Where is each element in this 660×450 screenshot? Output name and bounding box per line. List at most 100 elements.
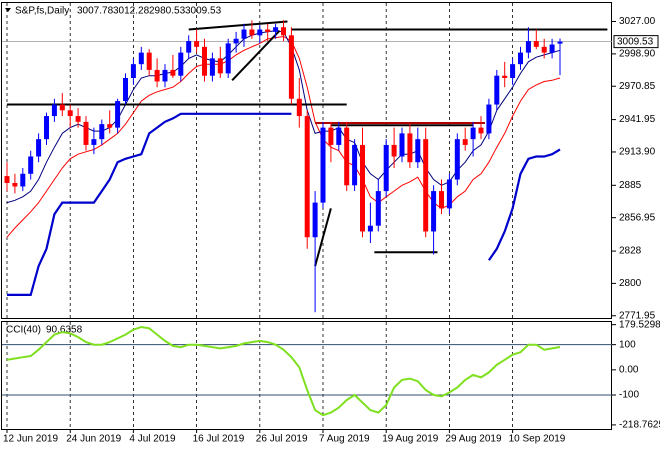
- candle-body: [454, 139, 460, 180]
- candle-body: [91, 139, 97, 145]
- candle-body: [249, 29, 255, 36]
- x-tick-label: 12 Jun 2019: [3, 434, 58, 445]
- y-tick-label: 2771.95: [619, 310, 656, 321]
- candle-body: [202, 46, 207, 76]
- x-tick-label: 10 Sep 2019: [509, 434, 566, 445]
- candle-body: [367, 225, 373, 232]
- candle-body: [233, 38, 239, 44]
- candle-body: [209, 58, 215, 76]
- candle-body: [312, 202, 318, 238]
- chart-title: S&P,fs,Daily: [15, 6, 69, 17]
- candle-body: [257, 29, 263, 36]
- candle-body: [415, 139, 421, 163]
- x-tick-label: 26 Jul 2019: [256, 434, 308, 445]
- candle-body: [75, 116, 81, 122]
- y-tick-label: 2970.85: [619, 81, 656, 92]
- candle-body: [296, 98, 302, 117]
- candle-body: [352, 144, 358, 186]
- candle-body: [407, 133, 413, 163]
- cci-panel: [1, 321, 612, 430]
- candle-body: [399, 133, 405, 157]
- y-tick-label: 2828: [619, 246, 642, 257]
- candle-body: [217, 58, 223, 74]
- candle-body: [549, 44, 555, 53]
- y-tick-label: 2913.90: [619, 147, 656, 158]
- header-open: 3007.78: [77, 6, 114, 17]
- y-tick-label: 2998.90: [619, 49, 656, 60]
- x-tick-label: 29 Aug 2019: [445, 434, 502, 445]
- candle-body: [107, 124, 113, 128]
- candle-body: [225, 43, 231, 74]
- candle-body: [146, 52, 152, 70]
- y-tick-label: 2800: [619, 278, 642, 289]
- candle-body: [123, 78, 128, 102]
- cci-tick-label: 100: [619, 339, 636, 350]
- header-close: 3009.53: [185, 6, 222, 17]
- cci-tick-label: -218.7625: [619, 420, 660, 431]
- y-tick-label: 2885: [619, 180, 642, 191]
- price-panel: [1, 2, 612, 319]
- candle-body: [360, 144, 365, 232]
- candle-body: [130, 64, 136, 78]
- candle-body: [518, 52, 523, 65]
- candle-body: [446, 179, 452, 209]
- x-tick-label: 16 Jul 2019: [193, 434, 245, 445]
- candle-body: [462, 139, 468, 145]
- candle-body: [281, 27, 286, 36]
- candle-body: [36, 139, 42, 157]
- candle-body: [241, 29, 247, 39]
- header-low: 2980.53: [149, 6, 186, 17]
- candle-body: [12, 183, 18, 187]
- candle-body: [510, 64, 516, 78]
- candle-body: [44, 116, 49, 140]
- candle-body: [20, 173, 26, 187]
- candle-body: [336, 127, 342, 145]
- cci-line: [6, 325, 561, 417]
- candle-body: [431, 191, 437, 232]
- candle-body: [162, 69, 168, 82]
- candle-body: [99, 124, 105, 140]
- overlay-line: [7, 112, 561, 296]
- candle-body: [470, 127, 476, 140]
- menu-arrow: [5, 8, 11, 12]
- candle-body: [391, 144, 397, 157]
- cci-value: 90.6358: [46, 325, 83, 336]
- candle-body: [494, 75, 500, 105]
- candle-body: [67, 110, 73, 117]
- candle-body: [83, 121, 89, 145]
- x-tick-label: 24 Jun 2019: [66, 434, 121, 445]
- candle-body: [154, 69, 160, 82]
- x-tick-label: 7 Aug 2019: [319, 434, 370, 445]
- header-high: 3012.28: [113, 6, 150, 17]
- candle-body: [59, 104, 65, 111]
- candle-body: [170, 69, 176, 76]
- cci-tick-label: 0.00: [619, 364, 639, 375]
- candle-body: [288, 35, 294, 99]
- y-tick-label: 2856.95: [619, 212, 656, 223]
- candle-body: [328, 127, 334, 145]
- candle-body: [51, 104, 57, 117]
- candle-body: [478, 127, 484, 134]
- x-tick-label: 4 Jul 2019: [129, 434, 176, 445]
- candle-body: [320, 127, 326, 203]
- cci-tick-label: 179.5298: [619, 319, 660, 330]
- candle-body: [304, 116, 310, 238]
- candle-body: [178, 52, 184, 76]
- cci-tick-label: -100: [619, 390, 639, 401]
- candle-body: [273, 27, 279, 32]
- candle-body: [4, 176, 10, 183]
- candle-body: [138, 52, 144, 65]
- candle-body: [502, 75, 508, 78]
- candle-body: [186, 41, 192, 53]
- candle-body: [28, 156, 34, 174]
- candle-body: [194, 41, 200, 47]
- candle-body: [557, 41, 563, 44]
- candle-body: [344, 127, 350, 186]
- candle-body: [375, 191, 381, 226]
- cci-label: CCI(40): [6, 325, 41, 336]
- candle-body: [115, 101, 121, 128]
- x-tick-label: 19 Aug 2019: [382, 434, 439, 445]
- price-box-label: 3009.53: [617, 36, 654, 47]
